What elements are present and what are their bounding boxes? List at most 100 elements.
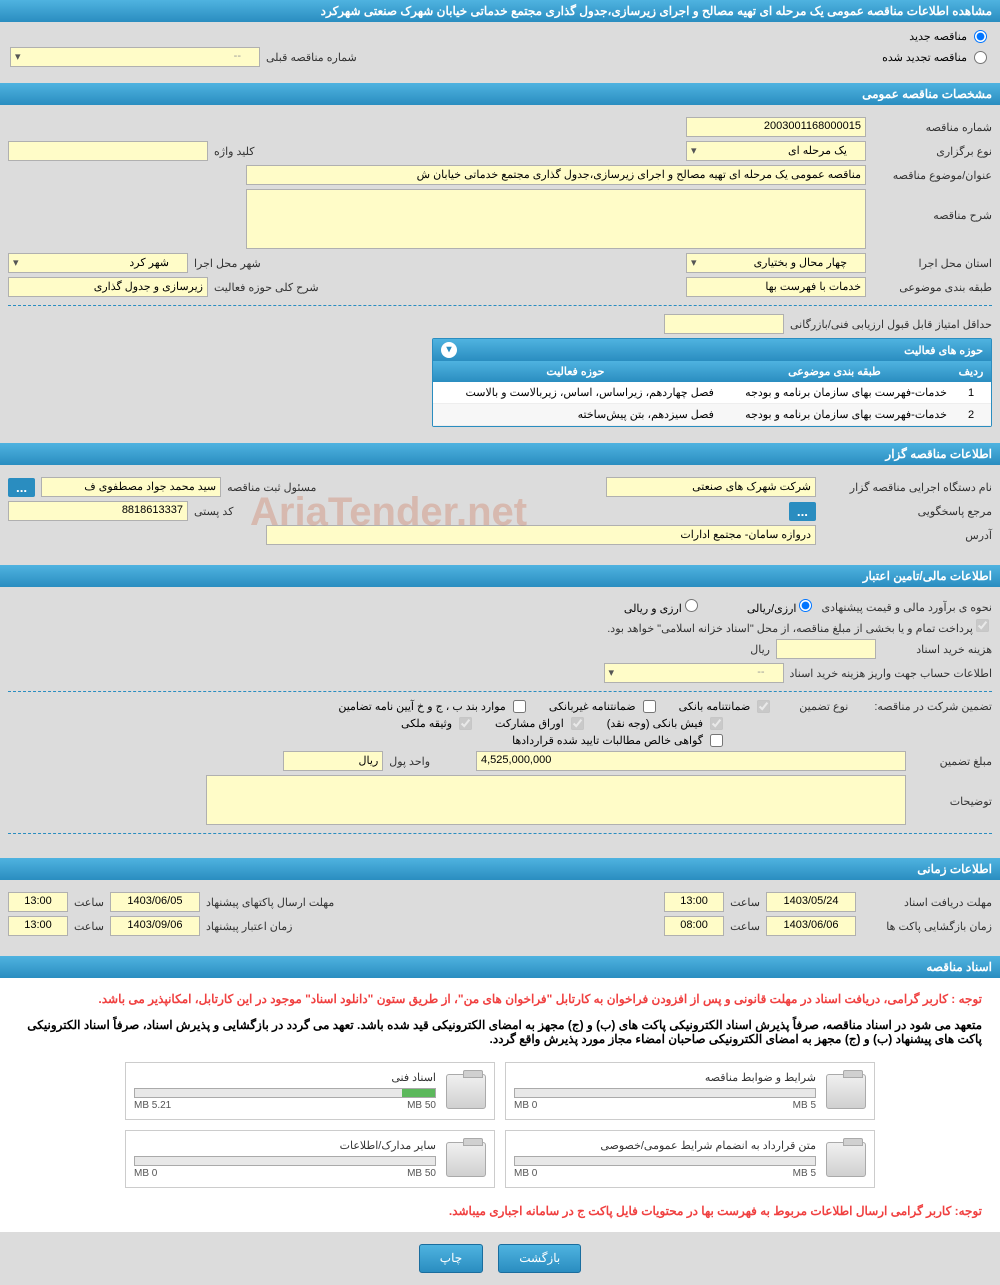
doc-used: 0 MB <box>514 1168 537 1179</box>
activity-brief-value: زیرسازی و جدول گذاری <box>8 277 208 297</box>
chk-receivables[interactable]: گواهی خالص مطالبات تایید شده قراردادها <box>512 734 726 747</box>
doc-total: 50 MB <box>407 1100 436 1111</box>
validity-date: 1403/09/06 <box>110 916 200 936</box>
doc-title: شرایط و ضوابط مناقصه <box>514 1071 816 1084</box>
col-activity: حوزه فعالیت <box>433 361 718 382</box>
submit-deadline-label: مهلت ارسال پاکتهای پیشنهاد <box>206 896 334 909</box>
doc-title: اسناد فنی <box>134 1071 436 1084</box>
time-word-4: ساعت <box>74 920 104 933</box>
min-score-input[interactable] <box>664 314 784 334</box>
section-owner: اطلاعات مناقصه گزار <box>0 443 1000 465</box>
estimate-label: نحوه ی برآورد مالی و قیمت پیشنهادی <box>821 601 992 614</box>
min-score-label: حداقل امتیاز قابل قبول ارزیابی فنی/بازرگ… <box>790 318 992 331</box>
opening-time: 08:00 <box>664 916 724 936</box>
doc-total: 50 MB <box>407 1168 436 1179</box>
treasury-check[interactable]: پرداخت تمام و یا بخشی از مبلغ مناقصه، از… <box>607 619 992 635</box>
radio-forex[interactable]: ارزی و ریالی <box>624 599 701 615</box>
radio-rial-label: ارزی/ریالی <box>747 603 797 615</box>
remarks-textarea[interactable] <box>206 775 906 825</box>
doc-progress <box>514 1088 816 1098</box>
doc-progress <box>134 1088 436 1098</box>
category-label: طبقه بندی موضوعی <box>872 281 992 294</box>
col-category: طبقه بندی موضوعی <box>718 361 951 382</box>
city-select[interactable]: شهر کرد <box>8 253 188 273</box>
chk-property[interactable]: وثیقه ملکی <box>401 717 475 730</box>
prev-number-label: شماره مناقصه قبلی <box>266 51 357 64</box>
keyword-input[interactable] <box>8 141 208 161</box>
account-select[interactable]: -- <box>604 663 784 683</box>
response-browse-button[interactable]: ... <box>789 502 816 521</box>
exec-label: نام دستگاه اجرایی مناقصه گزار <box>822 481 992 494</box>
amount-value: 4,525,000,000 <box>476 751 906 771</box>
desc-textarea[interactable] <box>246 189 866 249</box>
page-title: مشاهده اطلاعات مناقصه عمومی یک مرحله ای … <box>0 0 1000 22</box>
subject-input[interactable]: مناقصه عمومی یک مرحله ای تهیه مصالح و اج… <box>246 165 866 185</box>
doc-box[interactable]: شرایط و ضوابط مناقصه5 MB0 MB <box>505 1062 875 1120</box>
exec-value: شرکت شهرک های صنعتی <box>606 477 816 497</box>
doc-progress <box>514 1156 816 1166</box>
receive-deadline-date: 1403/05/24 <box>766 892 856 912</box>
account-label: اطلاعات حساب جهت واریز هزینه خرید اسناد <box>790 667 992 680</box>
radio-forex-label: ارزی و ریالی <box>624 603 682 615</box>
chk-property-label: وثیقه ملکی <box>401 717 452 730</box>
amount-label: مبلغ تضمین <box>912 755 992 768</box>
registrar-label: مسئول ثبت مناقصه <box>227 481 316 494</box>
time-word-2: ساعت <box>74 896 104 909</box>
doc-used: 0 MB <box>134 1168 157 1179</box>
receive-deadline-label: مهلت دریافت اسناد <box>862 896 992 909</box>
validity-time: 13:00 <box>8 916 68 936</box>
radio-rial[interactable]: ارزی/ریالی <box>747 599 816 615</box>
time-word-3: ساعت <box>730 920 760 933</box>
collapse-icon[interactable]: ▾ <box>441 342 457 358</box>
unit-value: ریال <box>283 751 383 771</box>
folder-icon <box>446 1142 486 1177</box>
time-word-1: ساعت <box>730 896 760 909</box>
doc-total: 5 MB <box>793 1100 816 1111</box>
section-timing: اطلاعات زمانی <box>0 858 1000 880</box>
tender-number-label: شماره مناقصه <box>872 121 992 134</box>
activity-table-box: حوزه های فعالیت ▾ ردیف طبقه بندی موضوعی … <box>432 338 992 427</box>
type-label: نوع برگزاری <box>872 145 992 158</box>
chk-cases-label: موارد بند ب ، ج و خ آیین نامه تضامین <box>338 700 505 713</box>
radio-new[interactable]: مناقصه جدید <box>909 30 990 43</box>
opening-date: 1403/06/06 <box>766 916 856 936</box>
city-label: شهر محل اجرا <box>194 257 261 270</box>
chk-cash-label: فیش بانکی (وجه نقد) <box>607 717 703 730</box>
activity-brief-label: شرح کلی حوزه فعالیت <box>214 281 319 294</box>
province-label: استان محل اجرا <box>872 257 992 270</box>
chk-bonds[interactable]: اوراق مشارکت <box>495 717 587 730</box>
radio-renewed[interactable]: مناقصه تجدید شده <box>882 51 990 64</box>
receive-deadline-time: 13:00 <box>664 892 724 912</box>
folder-icon <box>446 1074 486 1109</box>
chk-cases[interactable]: موارد بند ب ، ج و خ آیین نامه تضامین <box>338 700 528 713</box>
unit-label: واحد پول <box>389 755 430 768</box>
type-select[interactable]: یک مرحله ای <box>686 141 866 161</box>
province-select[interactable]: چهار محال و بختیاری <box>686 253 866 273</box>
address-label: آدرس <box>822 529 992 542</box>
chk-bank-label: ضمانتنامه بانکی <box>679 700 751 713</box>
radio-new-label: مناقصه جدید <box>909 30 967 43</box>
chk-cash[interactable]: فیش بانکی (وجه نقد) <box>607 717 726 730</box>
doc-fee-label: هزینه خرید اسناد <box>882 643 992 656</box>
chk-nonbank-label: ضمانتنامه غیربانکی <box>549 700 636 713</box>
folder-icon <box>826 1074 866 1109</box>
folder-icon <box>826 1142 866 1177</box>
chk-receivables-label: گواهی خالص مطالبات تایید شده قراردادها <box>512 734 703 747</box>
section-docs: اسناد مناقصه <box>0 956 1000 978</box>
desc-label: شرح مناقصه <box>872 189 992 222</box>
registrar-browse-button[interactable]: ... <box>8 478 35 497</box>
opening-label: زمان بازگشایی پاکت ها <box>862 920 992 933</box>
print-button[interactable]: چاپ <box>419 1244 483 1273</box>
chk-bank[interactable]: ضمانتنامه بانکی <box>679 700 774 713</box>
chk-nonbank[interactable]: ضمانتنامه غیربانکی <box>549 700 659 713</box>
chk-bonds-label: اوراق مشارکت <box>495 717 564 730</box>
doc-box[interactable]: متن قرارداد به انضمام شرایط عمومی/خصوصی5… <box>505 1130 875 1188</box>
doc-fee-input[interactable] <box>776 639 876 659</box>
prev-number-select[interactable]: -- <box>10 47 260 67</box>
doc-box[interactable]: سایر مدارک/اطلاعات50 MB0 MB <box>125 1130 495 1188</box>
doc-box[interactable]: اسناد فنی50 MB5.21 MB <box>125 1062 495 1120</box>
back-button[interactable]: بازگشت <box>498 1244 581 1273</box>
doc-title: متن قرارداد به انضمام شرایط عمومی/خصوصی <box>514 1139 816 1152</box>
postal-label: کد پستی <box>194 505 233 518</box>
col-row: ردیف <box>951 361 991 382</box>
